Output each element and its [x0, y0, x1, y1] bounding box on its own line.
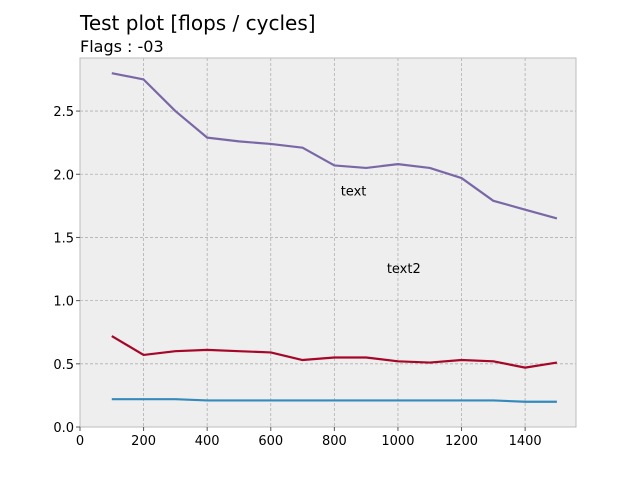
y-tick-label: 1.5 [53, 231, 74, 246]
x-tick-label: 1400 [509, 434, 542, 449]
y-tick-label: 2.5 [53, 105, 74, 120]
series-line-1 [111, 72, 558, 220]
annotation-1: text [341, 185, 367, 200]
annotations: text text2 [341, 185, 421, 277]
series-line-2 [111, 335, 558, 369]
x-tick-label: 800 [322, 434, 347, 449]
plot-area [80, 58, 576, 427]
series-lines [111, 72, 558, 403]
x-tick-label: 200 [131, 434, 156, 449]
y-tick-label: 1.0 [53, 295, 74, 310]
chart-subtitle: Flags : -03 [80, 37, 164, 56]
x-axis-ticks: 0 200 400 600 800 1000 1200 1400 [76, 427, 542, 449]
x-tick-label: 0 [76, 434, 84, 449]
chart-title: Test plot [flops / cycles] [79, 11, 316, 35]
x-tick-label: 400 [195, 434, 220, 449]
series-line-3 [111, 398, 557, 403]
plot-frame [79, 57, 577, 428]
y-axis-ticks: 0.0 0.5 1.0 1.5 2.0 2.5 [53, 105, 80, 436]
x-tick-label: 600 [258, 434, 283, 449]
y-tick-label: 0.5 [53, 358, 74, 373]
x-tick-label: 1000 [381, 434, 414, 449]
x-tick-label: 1200 [445, 434, 478, 449]
annotation-2: text2 [387, 262, 421, 277]
y-tick-label: 0.0 [53, 421, 74, 436]
y-tick-label: 2.0 [53, 168, 74, 183]
